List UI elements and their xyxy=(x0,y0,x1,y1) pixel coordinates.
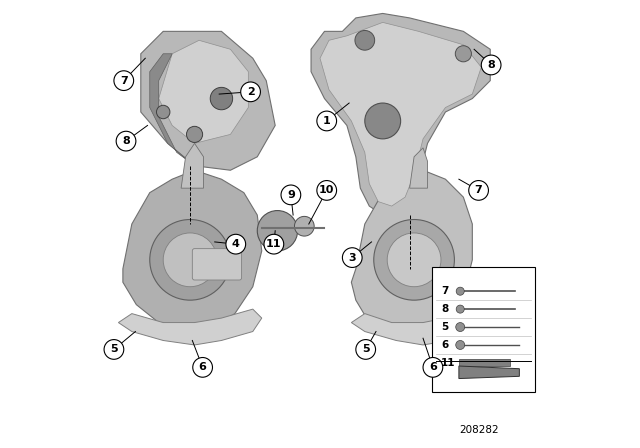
Circle shape xyxy=(114,71,134,90)
Circle shape xyxy=(157,105,170,119)
Circle shape xyxy=(456,323,465,332)
Text: 11: 11 xyxy=(441,358,456,368)
Text: 6: 6 xyxy=(429,362,437,372)
Text: 5: 5 xyxy=(362,345,369,354)
Circle shape xyxy=(281,185,301,205)
Text: 6: 6 xyxy=(441,340,448,350)
Circle shape xyxy=(104,340,124,359)
Circle shape xyxy=(456,305,464,313)
Circle shape xyxy=(423,358,443,377)
Circle shape xyxy=(342,248,362,267)
Circle shape xyxy=(257,211,298,251)
Circle shape xyxy=(294,216,314,236)
Text: 8: 8 xyxy=(122,136,130,146)
Text: 8: 8 xyxy=(487,60,495,70)
FancyBboxPatch shape xyxy=(192,249,242,280)
Polygon shape xyxy=(118,309,262,345)
Circle shape xyxy=(455,46,472,62)
Polygon shape xyxy=(311,13,490,215)
Polygon shape xyxy=(141,31,275,170)
Circle shape xyxy=(456,340,465,349)
Text: 2: 2 xyxy=(246,87,255,97)
Text: 11: 11 xyxy=(266,239,282,249)
Polygon shape xyxy=(459,359,511,366)
Polygon shape xyxy=(351,170,472,336)
Text: 9: 9 xyxy=(287,190,295,200)
Text: 5: 5 xyxy=(110,345,118,354)
Polygon shape xyxy=(150,54,195,166)
Polygon shape xyxy=(459,366,520,379)
Text: 3: 3 xyxy=(348,253,356,263)
Text: 8: 8 xyxy=(441,304,448,314)
Polygon shape xyxy=(320,22,481,206)
Circle shape xyxy=(355,30,374,50)
Text: 5: 5 xyxy=(441,322,448,332)
Circle shape xyxy=(241,82,260,102)
Circle shape xyxy=(116,131,136,151)
Text: 7: 7 xyxy=(475,185,483,195)
FancyBboxPatch shape xyxy=(432,267,535,392)
Text: 6: 6 xyxy=(198,362,207,372)
Circle shape xyxy=(264,234,284,254)
Circle shape xyxy=(317,181,337,200)
Circle shape xyxy=(163,233,217,287)
Polygon shape xyxy=(159,40,248,143)
Circle shape xyxy=(186,126,203,142)
Circle shape xyxy=(356,340,376,359)
Polygon shape xyxy=(351,309,477,345)
Circle shape xyxy=(456,287,464,295)
Circle shape xyxy=(468,181,488,200)
Circle shape xyxy=(387,233,441,287)
Text: 7: 7 xyxy=(120,76,127,86)
Text: 4: 4 xyxy=(232,239,240,249)
Text: 7: 7 xyxy=(441,286,449,296)
Circle shape xyxy=(317,111,337,131)
Polygon shape xyxy=(410,148,428,188)
Text: 10: 10 xyxy=(319,185,335,195)
Circle shape xyxy=(226,234,246,254)
Circle shape xyxy=(211,87,233,110)
Circle shape xyxy=(150,220,230,300)
Text: 1: 1 xyxy=(323,116,331,126)
Circle shape xyxy=(374,220,454,300)
Polygon shape xyxy=(123,170,262,332)
Circle shape xyxy=(481,55,501,75)
Circle shape xyxy=(365,103,401,139)
Text: 208282: 208282 xyxy=(460,425,499,435)
Polygon shape xyxy=(181,143,204,188)
Circle shape xyxy=(193,358,212,377)
